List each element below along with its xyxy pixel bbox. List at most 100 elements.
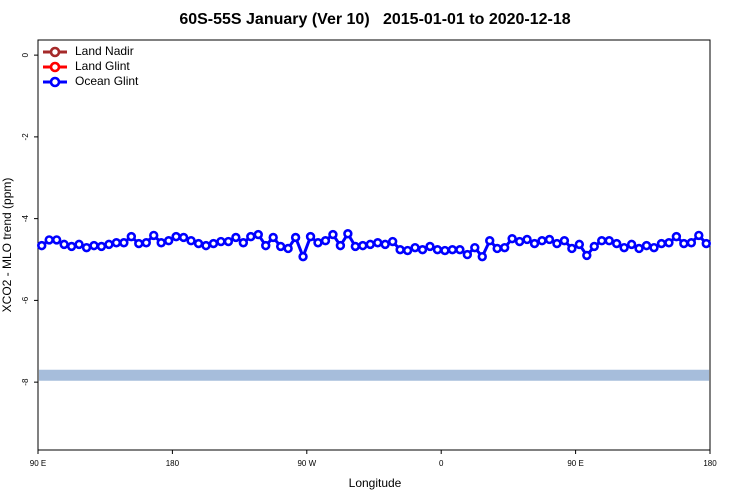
point bbox=[514, 236, 525, 247]
point bbox=[507, 233, 517, 244]
point bbox=[208, 238, 219, 249]
point bbox=[402, 245, 413, 256]
x-tick-label: 90 W bbox=[297, 459, 316, 468]
point bbox=[51, 235, 62, 245]
point bbox=[417, 245, 428, 255]
x-tick-label: 180 bbox=[703, 459, 717, 468]
point bbox=[261, 240, 271, 251]
point bbox=[552, 238, 562, 249]
point bbox=[597, 236, 607, 246]
point bbox=[604, 236, 614, 246]
point bbox=[335, 240, 346, 251]
point bbox=[365, 239, 375, 250]
point bbox=[193, 238, 204, 249]
point bbox=[410, 242, 420, 253]
point bbox=[59, 239, 69, 250]
point bbox=[485, 236, 495, 246]
point bbox=[462, 249, 473, 260]
point bbox=[89, 240, 99, 251]
point bbox=[268, 232, 278, 243]
point bbox=[283, 243, 293, 254]
point bbox=[163, 236, 174, 246]
point bbox=[492, 243, 502, 254]
y-tick-label: -4 bbox=[21, 215, 30, 223]
point bbox=[499, 242, 510, 253]
point bbox=[477, 251, 487, 262]
x-tick-label: 90 E bbox=[30, 459, 46, 468]
x-tick-label: 180 bbox=[166, 459, 180, 468]
point bbox=[238, 238, 249, 248]
y-tick-label: -8 bbox=[21, 378, 30, 386]
point bbox=[537, 236, 547, 246]
point bbox=[440, 245, 450, 256]
point bbox=[111, 238, 122, 248]
point bbox=[350, 241, 361, 252]
point bbox=[290, 232, 301, 243]
point bbox=[231, 232, 241, 243]
point bbox=[522, 234, 532, 245]
point bbox=[380, 239, 390, 250]
point bbox=[298, 251, 308, 262]
point bbox=[74, 239, 84, 250]
point bbox=[96, 241, 107, 252]
point bbox=[126, 231, 137, 242]
point bbox=[201, 240, 211, 251]
point bbox=[544, 234, 555, 245]
point bbox=[611, 238, 622, 249]
point bbox=[582, 250, 592, 261]
point bbox=[328, 229, 338, 240]
point bbox=[470, 242, 480, 253]
point bbox=[171, 231, 181, 242]
legend-marker bbox=[49, 76, 61, 88]
point bbox=[529, 238, 540, 249]
y-tick-label: -2 bbox=[21, 133, 30, 141]
point bbox=[395, 245, 405, 255]
point bbox=[559, 236, 570, 246]
legend-marker bbox=[49, 61, 61, 73]
point bbox=[313, 238, 323, 248]
point bbox=[425, 241, 435, 252]
legend-label: Ocean Glint bbox=[75, 74, 139, 88]
point bbox=[671, 231, 682, 242]
point bbox=[455, 245, 465, 255]
point bbox=[246, 231, 256, 242]
point bbox=[656, 238, 667, 249]
point bbox=[66, 241, 77, 252]
point bbox=[149, 230, 159, 241]
legend-label: Land Nadir bbox=[75, 44, 134, 58]
point bbox=[358, 240, 368, 251]
point bbox=[574, 239, 585, 250]
point bbox=[223, 236, 234, 247]
point bbox=[626, 239, 637, 250]
point bbox=[686, 238, 697, 248]
point bbox=[178, 232, 189, 243]
x-axis-label: Longitude bbox=[349, 476, 402, 490]
point bbox=[156, 238, 166, 248]
point bbox=[119, 238, 129, 248]
point bbox=[37, 240, 47, 251]
point bbox=[253, 229, 263, 240]
point bbox=[589, 241, 599, 252]
y-axis-label: XCO2 - MLO trend (ppm) bbox=[0, 178, 14, 313]
point bbox=[701, 238, 711, 249]
point bbox=[567, 243, 577, 254]
point bbox=[343, 229, 353, 239]
chart-title: 60S-55S January (Ver 10) 2015-01-01 to 2… bbox=[179, 11, 570, 28]
point bbox=[216, 236, 226, 247]
point bbox=[186, 236, 196, 246]
point bbox=[679, 238, 689, 249]
point bbox=[432, 245, 443, 255]
point bbox=[634, 243, 644, 254]
point bbox=[320, 236, 331, 246]
legend-marker bbox=[49, 46, 61, 58]
x-tick-label: 0 bbox=[439, 459, 444, 468]
point bbox=[141, 238, 151, 248]
point bbox=[649, 242, 659, 253]
legend-label: Land Glint bbox=[75, 59, 130, 73]
point bbox=[387, 236, 398, 247]
point bbox=[619, 242, 629, 253]
x-tick-label: 90 E bbox=[567, 459, 583, 468]
point bbox=[44, 235, 54, 245]
point bbox=[81, 242, 92, 253]
